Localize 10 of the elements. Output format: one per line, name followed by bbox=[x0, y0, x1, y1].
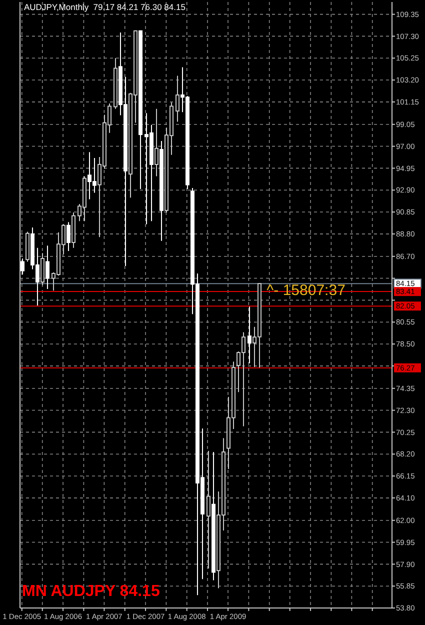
candlestick bbox=[46, 245, 50, 290]
candlestick bbox=[66, 222, 70, 252]
candlestick bbox=[20, 258, 24, 276]
candlestick bbox=[176, 75, 180, 122]
candlestick bbox=[154, 108, 158, 177]
candlestick bbox=[40, 252, 44, 286]
annotation: MN AUDJPY 84.15 bbox=[22, 583, 160, 600]
candlestick bbox=[206, 450, 210, 569]
candlestick bbox=[248, 306, 252, 364]
chart-title: AUDJPY,Monthly 79.17 84.21 76.30 84.15 bbox=[24, 2, 186, 12]
